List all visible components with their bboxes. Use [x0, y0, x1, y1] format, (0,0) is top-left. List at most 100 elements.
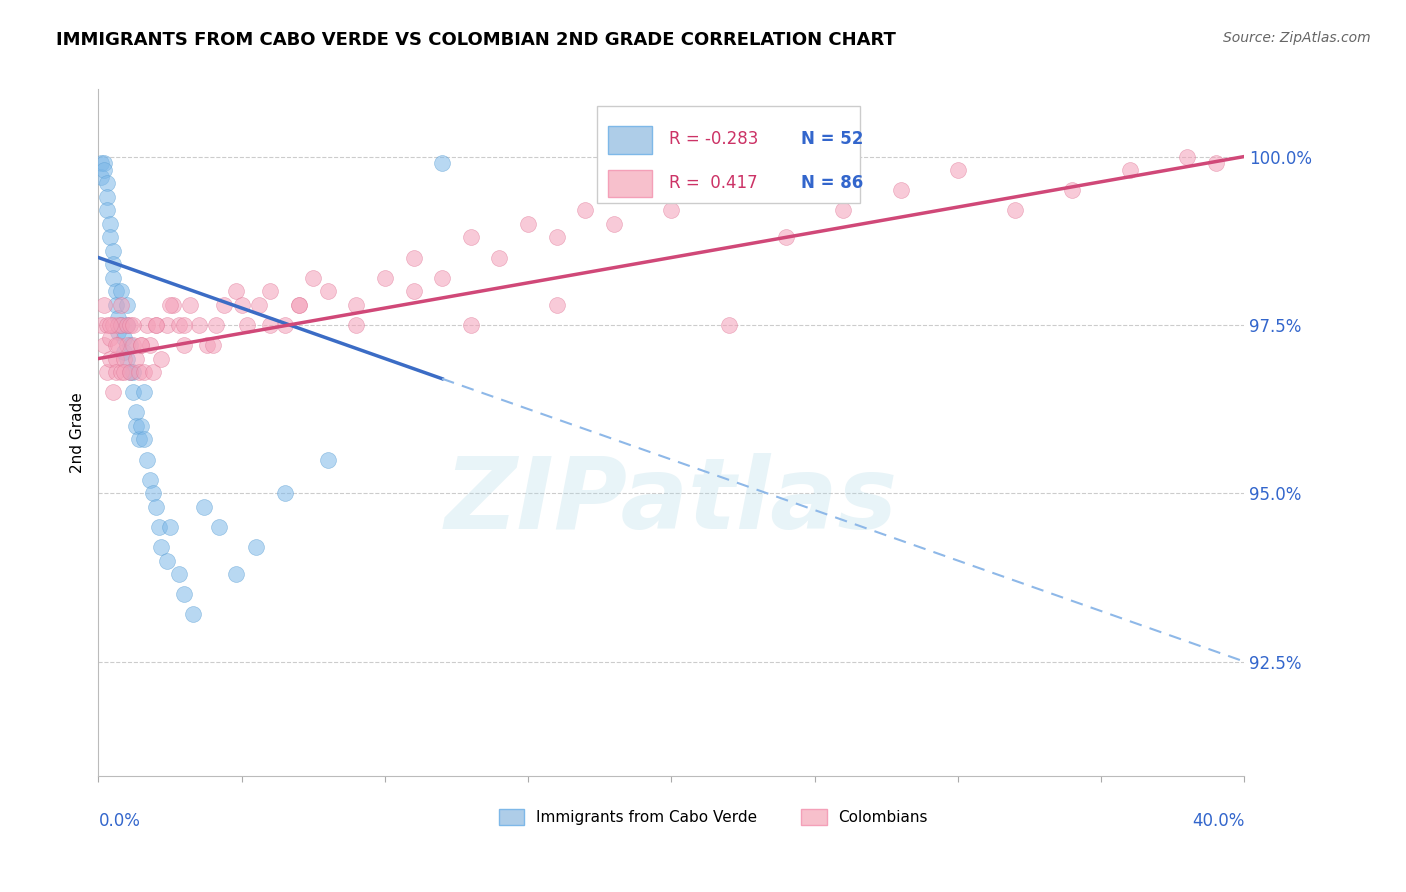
Point [96, 318, 118, 332]
Point [245, 540, 267, 554]
Point [90, 318, 112, 332]
Point [124, 418, 146, 433]
Point [107, 311, 129, 326]
FancyBboxPatch shape [609, 169, 652, 197]
Point [115, 318, 138, 332]
Text: ZIPatlas: ZIPatlas [444, 453, 898, 549]
Point [247, 298, 270, 312]
Point [288, 298, 311, 312]
Point [131, 418, 153, 433]
Point [110, 284, 132, 298]
Point [173, 338, 195, 352]
Point [93, 163, 115, 178]
Point [136, 452, 159, 467]
Point [98, 217, 121, 231]
Point [546, 230, 568, 244]
Point [167, 567, 190, 582]
Point [208, 520, 231, 534]
Point [316, 452, 339, 467]
Point [107, 318, 129, 332]
Point [946, 163, 969, 178]
Point [402, 251, 425, 265]
Point [93, 156, 115, 170]
Point [121, 365, 143, 379]
Point [145, 318, 167, 332]
Point [225, 284, 247, 298]
Point [110, 298, 132, 312]
Point [205, 318, 228, 332]
Point [90, 169, 112, 184]
Point [121, 318, 143, 332]
Point [98, 318, 121, 332]
Point [131, 338, 153, 352]
Point [316, 284, 339, 298]
Point [488, 251, 510, 265]
Point [124, 405, 146, 419]
Point [110, 365, 132, 379]
Point [273, 318, 295, 332]
Point [717, 183, 740, 197]
Point [273, 486, 295, 500]
Point [187, 318, 209, 332]
Point [90, 156, 112, 170]
Point [430, 270, 453, 285]
Point [96, 365, 118, 379]
Point [115, 351, 138, 366]
Point [98, 351, 121, 366]
Point [156, 553, 179, 567]
Point [96, 190, 118, 204]
Point [98, 230, 121, 244]
Point [460, 230, 482, 244]
FancyBboxPatch shape [609, 126, 652, 153]
Point [93, 298, 115, 312]
Point [93, 338, 115, 352]
Point [603, 217, 626, 231]
Point [128, 365, 150, 379]
Point [302, 270, 325, 285]
Point [142, 486, 165, 500]
Point [110, 318, 132, 332]
Point [173, 318, 195, 332]
Point [173, 587, 195, 601]
Point [150, 351, 173, 366]
Point [139, 473, 162, 487]
Point [118, 365, 141, 379]
Point [344, 318, 367, 332]
Point [661, 203, 683, 218]
Point [118, 318, 141, 332]
Point [104, 351, 127, 366]
Point [104, 284, 127, 298]
Text: Colombians: Colombians [838, 810, 928, 824]
Point [1004, 203, 1026, 218]
Point [236, 318, 259, 332]
Point [402, 284, 425, 298]
Point [1062, 183, 1084, 197]
Text: 40.0%: 40.0% [1192, 812, 1244, 830]
Point [1205, 156, 1227, 170]
Point [202, 338, 225, 352]
Point [181, 607, 204, 622]
Text: 0.0%: 0.0% [98, 812, 141, 830]
Point [121, 338, 143, 352]
Point [115, 338, 138, 352]
Text: IMMIGRANTS FROM CABO VERDE VS COLOMBIAN 2ND GRADE CORRELATION CHART: IMMIGRANTS FROM CABO VERDE VS COLOMBIAN … [56, 31, 896, 49]
Point [156, 318, 179, 332]
Point [118, 365, 141, 379]
Point [374, 270, 396, 285]
Point [142, 365, 165, 379]
Point [134, 385, 156, 400]
Point [96, 177, 118, 191]
Point [139, 338, 162, 352]
Point [193, 500, 215, 514]
Point [775, 230, 797, 244]
Point [231, 298, 253, 312]
Point [134, 433, 156, 447]
Text: N = 52: N = 52 [801, 130, 863, 148]
Point [631, 156, 654, 170]
Point [101, 385, 124, 400]
Point [159, 298, 181, 312]
Point [118, 338, 141, 352]
Point [259, 284, 281, 298]
Point [162, 298, 184, 312]
Point [1175, 149, 1198, 163]
